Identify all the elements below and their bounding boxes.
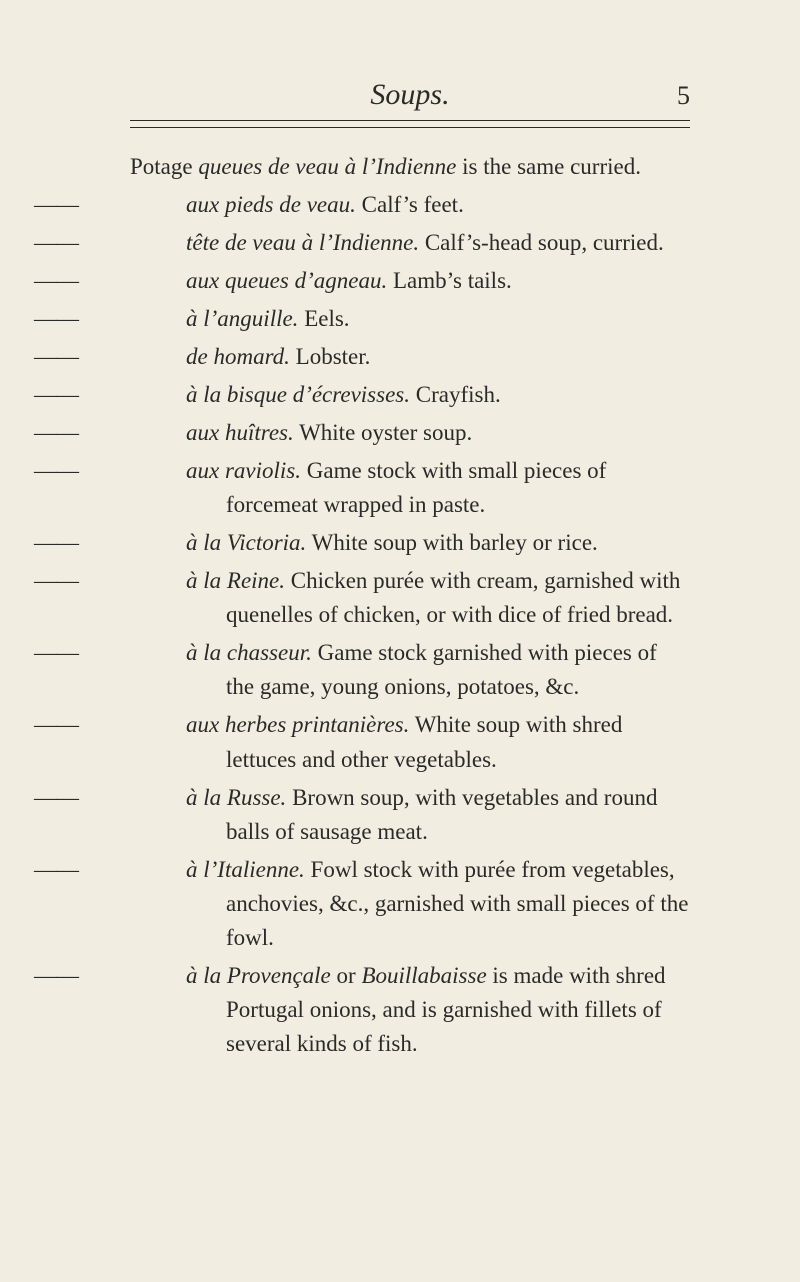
- entry-italic: de homard.: [186, 344, 290, 369]
- entry-italic: à la Victoria.: [186, 530, 306, 555]
- em-dash: ——: [130, 781, 186, 815]
- em-dash: ——: [130, 188, 186, 222]
- em-dash: ——: [130, 454, 186, 488]
- entry-italic: aux raviolis.: [186, 458, 301, 483]
- entry-line: —— aux herbes printanières. White soup w…: [130, 708, 690, 776]
- entry-italic: à la bisque d’écrevisses.: [186, 382, 410, 407]
- lead-italic: queues de veau à l’Indienne: [193, 154, 457, 179]
- entry-list: —— aux pieds de veau. Calf’s feet.—— têt…: [130, 188, 690, 1061]
- entry-rest: Brown soup, with vegetables and round ba…: [226, 785, 657, 844]
- entry-line: —— aux queues d’agneau. Lamb’s tails.: [130, 264, 690, 298]
- entry-line: —— de homard. Lobster.: [130, 340, 690, 374]
- em-dash: ——: [130, 564, 186, 598]
- em-dash: ——: [130, 708, 186, 742]
- entry-rest: White oyster soup.: [294, 420, 472, 445]
- entry-italic-b: Bouillabaisse: [361, 963, 486, 988]
- entry-italic: aux herbes printanières.: [186, 712, 409, 737]
- em-dash: ——: [130, 853, 186, 887]
- entry-line: —— à l’Italienne. Fowl stock with purée …: [130, 853, 690, 955]
- em-dash: ——: [130, 636, 186, 670]
- entry-line: —— à la chasseur. Game stock garnished w…: [130, 636, 690, 704]
- entry-italic: aux pieds de veau.: [186, 192, 356, 217]
- entry-line: —— à la Victoria. White soup with barley…: [130, 526, 690, 560]
- entry-line: —— aux pieds de veau. Calf’s feet.: [130, 188, 690, 222]
- em-dash: ——: [130, 340, 186, 374]
- em-dash: ——: [130, 378, 186, 412]
- entry-rest: Calf’s-head soup, curried.: [419, 230, 664, 255]
- entry-line: —— aux raviolis. Game stock with small p…: [130, 454, 690, 522]
- entry-italic: à la Russe.: [186, 785, 286, 810]
- entry-line: —— aux huîtres. White oyster soup.: [130, 416, 690, 450]
- entry-mid: or: [331, 963, 362, 988]
- page-number: 5: [650, 81, 690, 111]
- entry-italic: à l’anguille.: [186, 306, 298, 331]
- entry-italic: à la Reine.: [186, 568, 285, 593]
- entry-rest: Eels.: [298, 306, 349, 331]
- em-dash: ——: [130, 226, 186, 260]
- em-dash: ——: [130, 264, 186, 298]
- entry-rest: White soup with barley or rice.: [306, 530, 597, 555]
- entry-italic: tête de veau à l’Indienne.: [186, 230, 419, 255]
- em-dash: ——: [130, 959, 186, 993]
- entry-line: —— à l’anguille. Eels.: [130, 302, 690, 336]
- running-head: Soups.: [130, 78, 650, 112]
- entry-line: —— tête de veau à l’Indienne. Calf’s-hea…: [130, 226, 690, 260]
- entry-line: —— à la Russe. Brown soup, with vegetabl…: [130, 781, 690, 849]
- entry-italic: à l’Italienne.: [186, 857, 305, 882]
- lead-rest: is the same curried.: [456, 154, 641, 179]
- em-dash: ——: [130, 302, 186, 336]
- header-rule: [130, 127, 690, 128]
- entry-italic-a: à la Provençale: [186, 963, 331, 988]
- entries: Potage queues de veau à l’Indienne is th…: [130, 150, 690, 1061]
- entry-line: —— à la Provençale or Bouillabaisse is m…: [130, 959, 690, 1061]
- page: Soups. 5 Potage queues de veau à l’Indie…: [0, 0, 800, 1282]
- entry-italic: à la chasseur.: [186, 640, 312, 665]
- em-dash: ——: [130, 526, 186, 560]
- entry-rest: Lobster.: [290, 344, 371, 369]
- entry-line: —— à la bisque d’écrevisses. Crayfish.: [130, 378, 690, 412]
- header-row: Soups. 5: [130, 78, 690, 121]
- entry-italic: aux queues d’agneau.: [186, 268, 387, 293]
- entry-italic: aux huîtres.: [186, 420, 294, 445]
- em-dash: ——: [130, 416, 186, 450]
- entry-rest: Chicken purée with cream, garnished with…: [226, 568, 680, 627]
- lead-entry: Potage queues de veau à l’Indienne is th…: [130, 150, 690, 184]
- entry-line: —— à la Reine. Chicken purée with cream,…: [130, 564, 690, 632]
- entry-rest: Lamb’s tails.: [387, 268, 512, 293]
- lead-label: Potage: [130, 154, 193, 179]
- entry-rest: Crayfish.: [410, 382, 501, 407]
- entry-rest: Calf’s feet.: [356, 192, 464, 217]
